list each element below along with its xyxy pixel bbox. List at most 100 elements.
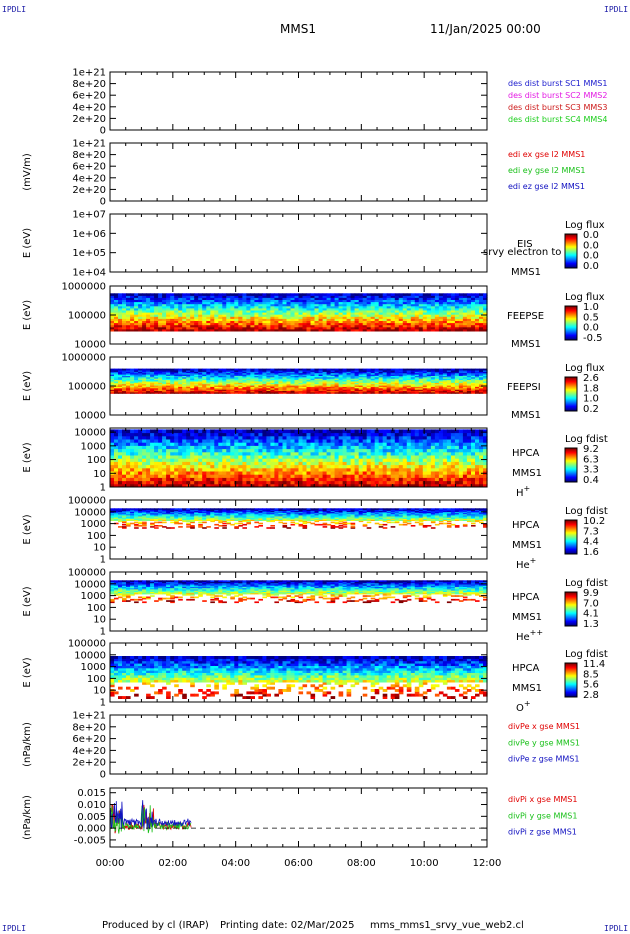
spectro-cell [330, 295, 336, 298]
spectro-cell [330, 303, 336, 307]
spectro-cell [134, 464, 139, 469]
spectro-cell [298, 316, 304, 319]
spectro-cell [394, 301, 400, 305]
spectro-cell [390, 374, 396, 376]
spectro-cell [258, 435, 263, 440]
spectro-cell [218, 371, 223, 374]
spectro-cell [262, 293, 267, 296]
spectro-cell [274, 318, 279, 321]
spectro-cell [166, 439, 171, 443]
spectro-cell [302, 467, 308, 472]
spectro-cell [450, 328, 456, 332]
spectro-cell [222, 458, 227, 462]
spectro-cell [182, 378, 187, 381]
spectro-cell [406, 303, 412, 307]
spectro-cell [198, 295, 203, 298]
spectro-cell [170, 464, 175, 469]
spectro-cell [282, 391, 288, 394]
spectro-cell [414, 379, 420, 382]
colorbar-step [565, 391, 577, 393]
spectro-cell [194, 297, 199, 300]
spectro-cell [262, 458, 267, 462]
spectro-cell [154, 383, 159, 386]
spectro-cell [242, 312, 247, 315]
spectro-cell [162, 385, 167, 387]
spectro-cell [198, 383, 203, 386]
spectro-cell [406, 305, 412, 309]
colorbar-step [565, 262, 577, 264]
spectro-cell [126, 477, 131, 482]
spectro-cell [206, 458, 211, 462]
spectro-cell [418, 387, 424, 390]
spectro-cell [206, 429, 211, 434]
spectro-cell [366, 371, 372, 374]
spectro-cell [214, 326, 219, 330]
spectro-cell [242, 385, 247, 387]
spectro-cell [350, 386, 356, 389]
spectro-cell [450, 320, 456, 324]
spectro-cell [382, 310, 388, 313]
spectro-cell [318, 375, 324, 378]
spectro-cell [479, 391, 484, 394]
spectro-cell [362, 307, 368, 311]
spectro-cell [234, 370, 239, 372]
spectro-cell [118, 320, 123, 324]
spectro-cell [454, 303, 460, 307]
spectro-cell [178, 458, 183, 462]
spectro-cell [110, 439, 115, 443]
spectro-cell [250, 368, 255, 371]
spectro-cell [410, 380, 416, 383]
spectro-cell [382, 383, 388, 386]
spectro-cell [190, 303, 195, 307]
spectro-cell [230, 385, 235, 387]
spectro-cell [354, 372, 360, 375]
spectro-cell [318, 314, 324, 317]
spectro-cell [422, 368, 428, 371]
spectro-cell [338, 312, 344, 315]
spectro-cell [230, 310, 235, 313]
spectro-cell [254, 305, 259, 309]
spectro-cell [290, 435, 296, 440]
spectro-cell [378, 380, 384, 383]
spectro-cell [362, 305, 368, 309]
spectro-cell [154, 432, 159, 437]
spectro-cell [174, 378, 179, 381]
colorbar-step [565, 330, 577, 332]
spectro-cell [418, 316, 424, 319]
spectro-cell [350, 464, 356, 469]
spectro-cell [438, 389, 444, 391]
spectro-cell [318, 310, 324, 313]
spectro-cell [350, 378, 356, 381]
spectro-cell [262, 383, 267, 386]
spacecraft-label: MMS1 [511, 339, 541, 350]
spectro-cell [342, 477, 348, 482]
spectro-cell [142, 386, 147, 389]
spectro-cell [166, 370, 171, 372]
spectro-cell [266, 324, 271, 328]
spectro-cell [394, 389, 400, 391]
spectro-cell [422, 382, 428, 385]
spectro-cell [134, 299, 139, 303]
spectro-cell [114, 376, 119, 379]
spectro-cell [430, 299, 436, 303]
spectro-cell [358, 310, 364, 313]
spectro-cell [230, 480, 235, 485]
spectro-cell [122, 390, 127, 393]
spectro-cell [222, 324, 227, 328]
instrument-label: FEEPSE [507, 311, 544, 322]
spectro-cell [258, 312, 263, 315]
spectro-cell [230, 389, 235, 391]
spectro-cell [286, 429, 292, 434]
spectro-cell [286, 391, 292, 394]
spectro-cell [270, 382, 275, 385]
spectro-cell [322, 442, 328, 446]
spectro-cell [170, 375, 175, 378]
spectro-cell [162, 390, 167, 393]
spectro-cell [278, 382, 283, 385]
spectro-cell [266, 439, 271, 443]
spectro-cell [166, 455, 171, 459]
spectro-cell [410, 303, 416, 307]
spectro-cell [250, 326, 255, 330]
spectro-cell [326, 375, 332, 378]
colorbar-step [565, 318, 577, 320]
